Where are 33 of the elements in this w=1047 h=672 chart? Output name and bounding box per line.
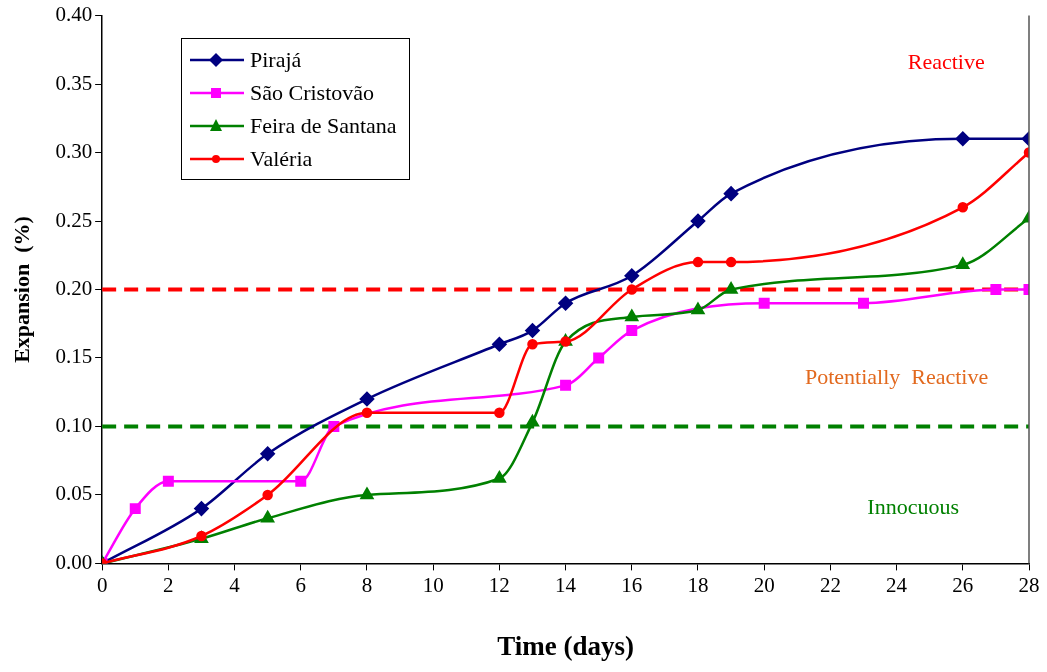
annotation: Potentially Reactive [804,364,989,390]
annotation: Reactive [907,49,985,75]
y-tick-label: 0.25 [55,207,93,232]
x-tick-label: 26 [952,572,974,597]
x-axis-title: Time (days) [497,630,634,661]
y-tick-label: 0.40 [55,2,93,27]
x-tick-label: 22 [819,572,841,597]
x-tick-label: 18 [687,572,709,597]
y-tick-label: 0.35 [55,70,93,95]
y-tick-label: 0.00 [55,549,93,574]
legend-label: Feira de Santana [250,112,397,139]
x-tick-label: 4 [229,572,241,597]
x-tick-label: 16 [621,572,643,597]
annotation: Innocuous [867,494,959,520]
y-axis-title: Expansion (%) [8,216,34,363]
x-tick-label: 10 [422,572,444,597]
y-tick-label: 0.30 [55,139,93,164]
x-tick-label: 0 [96,572,108,597]
y-tick-label: 0.20 [55,276,93,301]
y-tick-label: 0.05 [55,481,93,506]
x-tick-label: 24 [886,572,908,597]
y-tick-label: 0.15 [55,344,93,369]
x-tick-label: 2 [163,572,174,597]
legend-label: São Cristovão [250,79,375,106]
x-tick-label: 20 [753,572,775,597]
legend-label: Pirajá [250,46,302,73]
legend-label: Valéria [250,145,313,172]
x-tick-label: 14 [555,572,577,597]
y-tick-label: 0.10 [55,412,93,437]
x-tick-label: 28 [1018,572,1040,597]
x-tick-label: 12 [488,572,510,597]
x-tick-label: 6 [295,572,307,597]
x-tick-label: 8 [361,572,373,597]
